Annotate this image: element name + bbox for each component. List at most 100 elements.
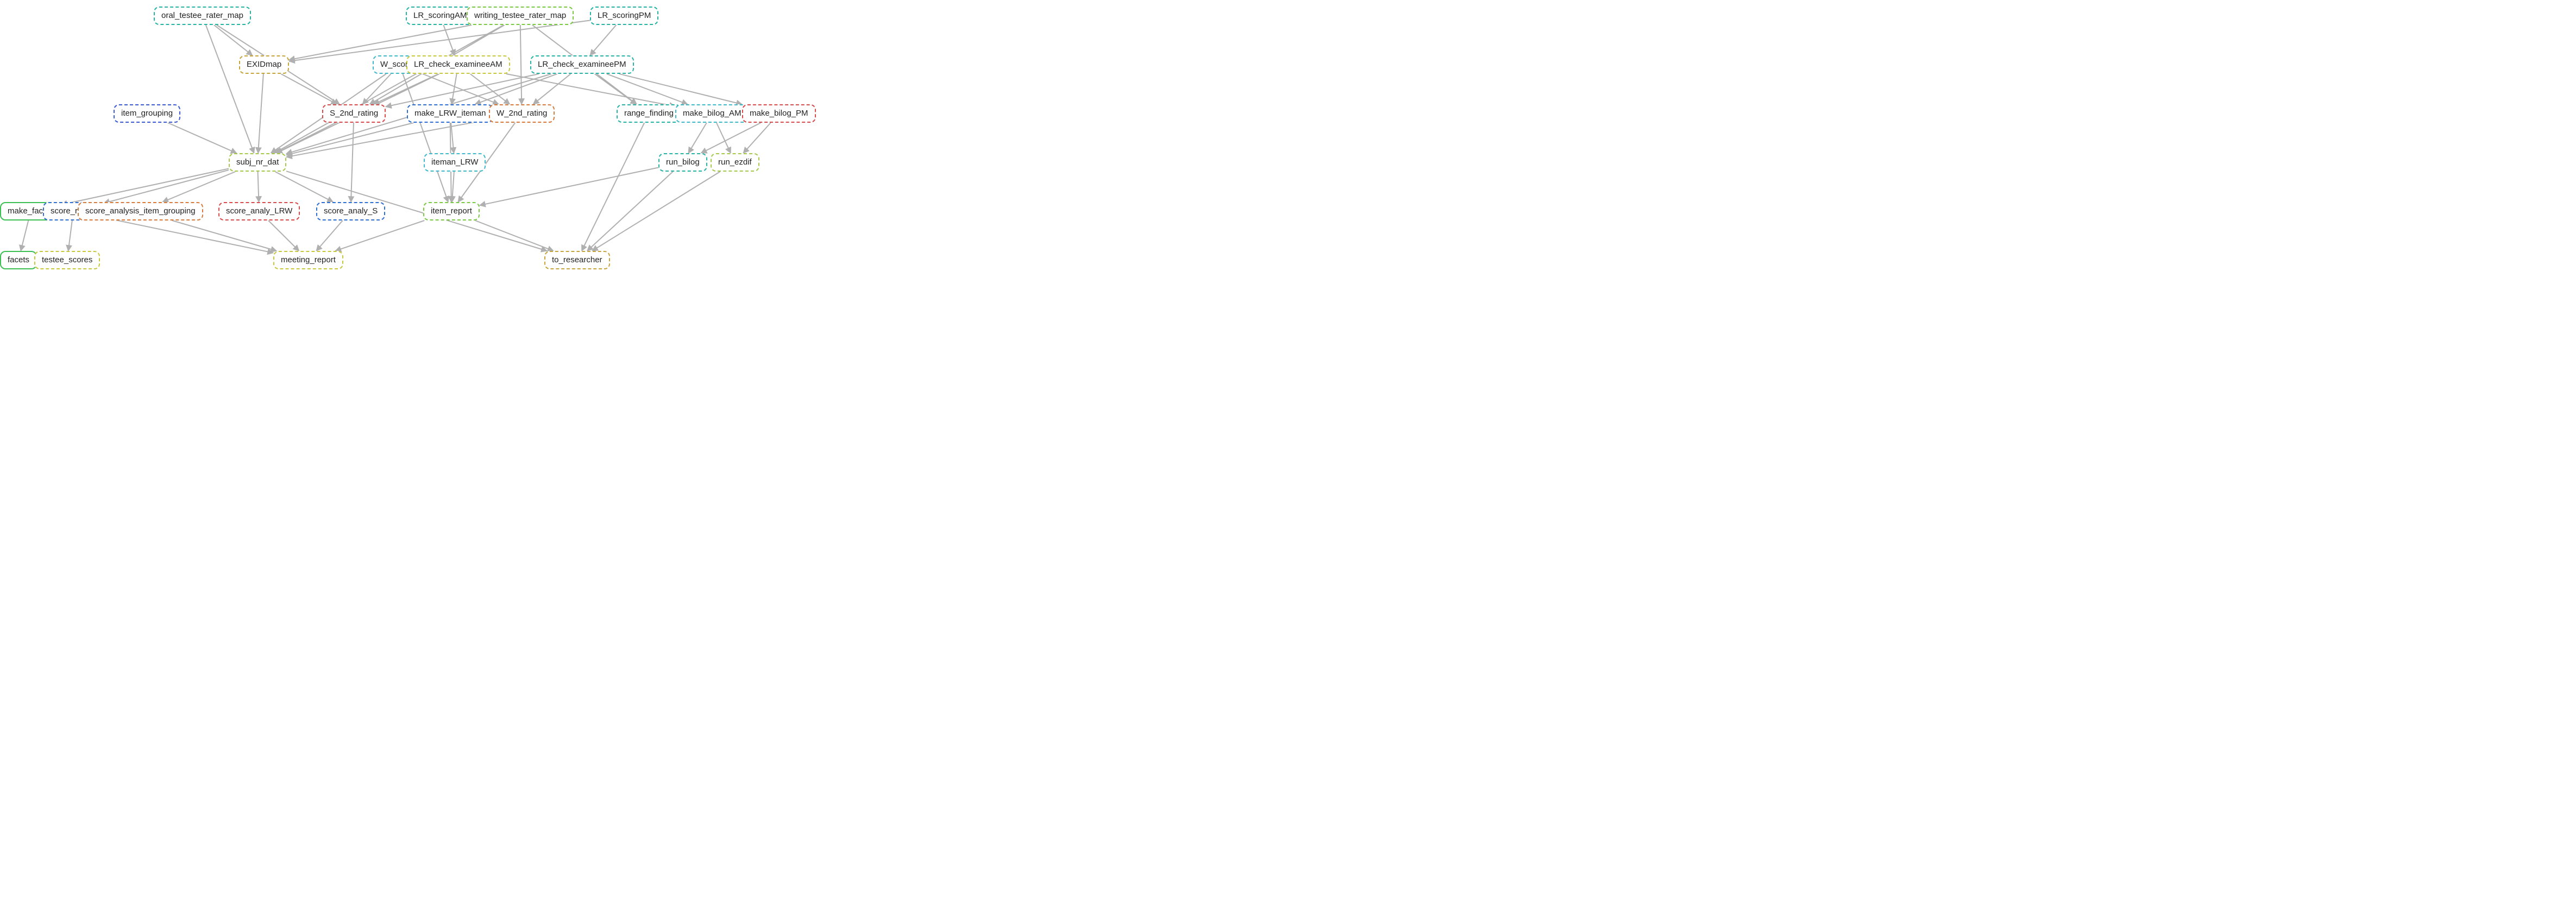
node-label: item_report [431,206,472,216]
node-label: W_2nd_rating [497,109,547,118]
node-label: item_grouping [121,109,173,118]
node-label: LR_check_examineePM [538,60,626,69]
node-make_bilog_AM: make_bilog_AM [675,104,749,123]
node-label: make_bilog_PM [750,109,808,118]
node-LR_scoringAM: LR_scoringAM [406,7,474,25]
edge-run_ezdif-to-to_researcher [592,172,720,251]
node-score_analy_S: score_analy_S [316,202,385,220]
node-label: make_bilog_AM [683,109,742,118]
edge-LR_check_examineeAM-to-make_bilog_AM [506,74,675,106]
node-LR_check_examineeAM: LR_check_examineeAM [406,55,510,74]
edge-oral_testee_rater_map-to-subj_nr_dat [206,25,254,153]
node-label: LR_scoringPM [598,11,651,20]
edge-LR_check_examineePM-to-make_LRW_iteman [475,74,557,104]
node-run_bilog: run_bilog [658,153,707,172]
edge-make_LRW_iteman-to-iteman_LRW [451,123,454,153]
node-label: subj_nr_dat [236,157,279,167]
edge-oral_testee_rater_map-to-EXIDmap [214,25,253,55]
edge-score_analy_LRW-to-meeting_report [268,220,299,251]
node-label: writing_testee_rater_map [474,11,566,20]
node-label: facets [8,255,29,264]
node-label: EXIDmap [247,60,281,69]
edge-LR_check_examineePM-to-make_bilog_AM [607,74,688,104]
node-label: score_analysis_item_grouping [85,206,196,216]
node-run_ezdif: run_ezdif [711,153,759,172]
edge-range_finding-to-to_researcher [582,123,644,251]
edge-LR_check_examineePM-to-range_finding [595,74,637,104]
node-iteman_LRW: iteman_LRW [424,153,486,172]
node-make_bilog_PM: make_bilog_PM [742,104,816,123]
edge-writing_testee_rater_map-to-subj_nr_dat [274,25,504,153]
edge-EXIDmap-to-subj_nr_dat [258,74,263,153]
node-make_LRW_iteman: make_LRW_iteman [407,104,493,123]
edge-make_bilog_PM-to-run_bilog [701,123,761,153]
edge-subj_nr_dat-to-make_facets [61,168,229,204]
node-item_report: item_report [423,202,480,220]
node-W_2nd_rating: W_2nd_rating [489,104,555,123]
edge-item_report-to-meeting_report [335,220,424,251]
node-label: to_researcher [552,255,602,264]
edge-subj_nr_dat-to-score_analy_LRW [258,172,259,202]
node-label: iteman_LRW [431,157,478,167]
edge-EXIDmap-to-S_2nd_rating [281,74,337,104]
node-label: S_2nd_rating [330,109,378,118]
edge-make_facets-to-facets [21,220,28,251]
edge-LR_scoringPM-to-LR_check_examineePM [590,25,616,55]
node-label: LR_scoringAM [413,11,467,20]
node-S_2nd_rating: S_2nd_rating [322,104,386,123]
edge-LR_check_examineePM-to-W_2nd_rating [533,74,570,104]
edge-item_report-to-to_researcher [475,220,554,251]
edge-make_bilog_AM-to-run_ezdif [717,123,731,153]
edge-score_report-to-testee_scores [68,220,72,251]
edge-LR_check_examineeAM-to-W_2nd_rating [470,74,510,104]
edge-LR_check_examineePM-to-make_bilog_PM [619,74,742,104]
node-meeting_report: meeting_report [273,251,343,269]
node-subj_nr_dat: subj_nr_dat [229,153,286,172]
edge-subj_nr_dat-to-score_analy_S [275,172,333,202]
node-label: testee_scores [42,255,92,264]
edge-make_bilog_AM-to-run_bilog [688,123,707,153]
edge-score_analysis_item_grouping-to-meeting_report [172,220,277,251]
edge-score_report-to-meeting_report [104,218,273,253]
node-label: range_finding [624,109,674,118]
node-EXIDmap: EXIDmap [239,55,289,74]
dag-canvas: oral_testee_rater_map LR_scoringAM writing… [0,0,859,305]
edge-run_bilog-to-to_researcher [587,172,673,251]
node-LR_check_examineePM: LR_check_examineePM [530,55,634,74]
edge-iteman_LRW-to-item_report [452,172,454,202]
edge-subj_nr_dat-to-score_analysis_item_grouping [162,172,235,202]
node-range_finding: range_finding [617,104,681,123]
edge-score_analy_S-to-meeting_report [316,220,343,251]
edge-W_scoring-to-S_2nd_rating [362,74,391,104]
node-label: score_analy_S [324,206,378,216]
edge-make_LRW_iteman-to-subj_nr_dat [286,123,414,155]
node-label: score_analy_LRW [226,206,292,216]
edge-item_grouping-to-subj_nr_dat [168,123,237,153]
edge-run_bilog-to-item_report [480,168,658,206]
node-score_analysis_item_grouping: score_analysis_item_grouping [78,202,203,220]
node-item_grouping: item_grouping [114,104,180,123]
edge-subj_nr_dat-to-score_report [104,170,229,203]
node-to_researcher: to_researcher [544,251,610,269]
edges-layer [0,0,859,305]
node-oral_testee_rater_map: oral_testee_rater_map [154,7,251,25]
edge-S_2nd_rating-to-score_analy_S [351,123,354,202]
node-writing_testee_rater_map: writing_testee_rater_map [467,7,574,25]
edge-W_2nd_rating-to-subj_nr_dat [286,119,489,157]
node-LR_scoringPM: LR_scoringPM [590,7,658,25]
edge-LR_check_examineeAM-to-make_LRW_iteman [451,74,456,104]
node-label: run_ezdif [718,157,752,167]
edge-writing_testee_rater_map-to-EXIDmap [289,25,472,60]
node-label: make_LRW_iteman [414,109,486,118]
node-label: oral_testee_rater_map [161,11,243,20]
node-label: meeting_report [281,255,336,264]
edge-LR_check_examineeAM-to-S_2nd_rating [374,74,438,104]
node-label: run_bilog [666,157,700,167]
node-testee_scores: testee_scores [34,251,100,269]
edge-LR_check_examineePM-to-S_2nd_rating [386,74,539,106]
node-score_analy_LRW: score_analy_LRW [218,202,300,220]
edge-W_scoring-to-item_report [403,74,448,202]
node-facets: facets [0,251,37,269]
edge-W_scoring-to-W_2nd_rating [423,74,499,104]
edge-LR_scoringAM-to-LR_check_examineeAM [443,25,455,55]
